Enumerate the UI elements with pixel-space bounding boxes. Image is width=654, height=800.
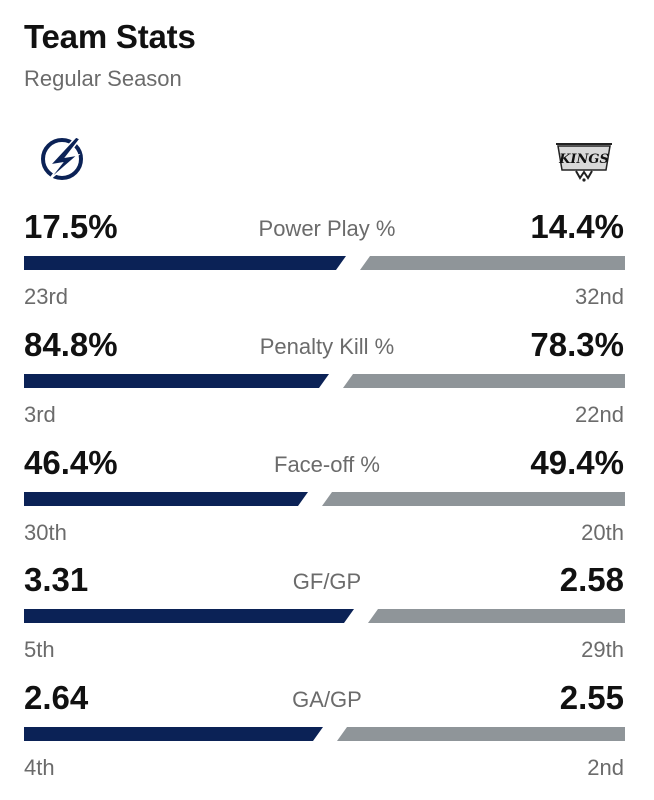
stat-label: GF/GP (292, 569, 362, 594)
home-stat-rank: 30th (24, 520, 67, 545)
stat-row: 3.31 GF/GP 2.58 5th 29th (0, 561, 654, 679)
page-title: Team Stats (24, 18, 196, 55)
home-bar (24, 256, 346, 270)
stat-row: 2.64 GA/GP 2.55 4th 2nd (0, 679, 654, 797)
away-bar (337, 727, 625, 741)
stat-comparison-bar (24, 727, 625, 741)
away-stat-rank: 29th (581, 637, 624, 662)
away-stat-value: 2.58 (559, 561, 624, 598)
away-stat-rank: 2nd (587, 755, 624, 780)
away-stat-rank: 32nd (575, 284, 624, 309)
away-stat-value: 14.4% (530, 208, 624, 245)
away-stat-rank: 22nd (575, 402, 624, 427)
stat-comparison-bar (24, 492, 625, 506)
stat-row: 46.4% Face-off % 49.4% 30th 20th (0, 444, 654, 562)
away-stat-value: 78.3% (530, 326, 624, 363)
stat-label: GA/GP (292, 687, 362, 712)
stat-comparison-bar (24, 256, 625, 270)
home-stat-value: 2.64 (24, 679, 89, 716)
away-bar (360, 256, 625, 270)
kings-crown-logo-icon: KINGS (552, 138, 616, 182)
stat-label: Penalty Kill % (259, 334, 395, 359)
stat-row: 17.5% Power Play % 14.4% 23rd 32nd (0, 208, 654, 326)
home-bar (24, 609, 354, 623)
season-subtitle: Regular Season (24, 66, 182, 91)
away-stat-rank: 20th (581, 520, 624, 545)
lightning-logo-icon (36, 135, 90, 183)
home-stat-rank: 4th (24, 755, 55, 780)
away-stat-value: 2.55 (559, 679, 624, 716)
home-bar (24, 374, 329, 388)
kings-logo-text: KINGS (558, 152, 609, 167)
home-stat-rank: 3rd (24, 402, 56, 427)
home-stat-rank: 5th (24, 637, 55, 662)
stat-comparison-bar (24, 374, 625, 388)
away-bar (368, 609, 625, 623)
stat-comparison-bar (24, 609, 625, 623)
away-bar (322, 492, 625, 506)
away-bar (343, 374, 625, 388)
home-stat-rank: 23rd (24, 284, 69, 309)
home-stat-value: 84.8% (24, 326, 118, 363)
stat-label: Power Play % (258, 216, 396, 241)
away-stat-value: 49.4% (530, 444, 624, 481)
stat-row: 84.8% Penalty Kill % 78.3% 3rd 22nd (0, 326, 654, 444)
home-bar (24, 727, 323, 741)
home-stat-value: 46.4% (24, 444, 118, 481)
home-stat-value: 3.31 (24, 561, 89, 598)
stat-label: Face-off % (274, 452, 380, 477)
home-bar (24, 492, 308, 506)
home-stat-value: 17.5% (24, 208, 118, 245)
